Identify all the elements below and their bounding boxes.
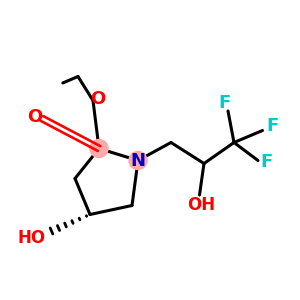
Text: O: O <box>90 90 105 108</box>
Text: OH: OH <box>187 196 215 214</box>
Circle shape <box>129 152 147 169</box>
Text: HO: HO <box>17 229 46 247</box>
Text: O: O <box>27 108 42 126</box>
Text: F: F <box>267 117 279 135</box>
Circle shape <box>90 140 108 158</box>
Text: F: F <box>261 153 273 171</box>
Text: N: N <box>130 152 146 169</box>
Text: F: F <box>219 94 231 112</box>
